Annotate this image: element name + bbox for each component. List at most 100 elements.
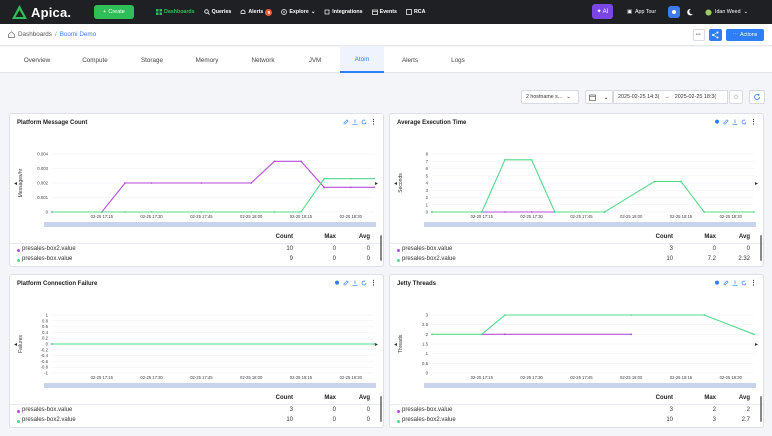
x-tick-label: 02-25 17:30 [520,375,543,380]
kebab-menu-icon[interactable]: ⋮ [750,280,757,287]
tab-storage[interactable]: Storage [125,47,179,73]
panel-toolbar: ⋮ [343,118,377,126]
legend-row[interactable]: presales-box2.value 10 3 2.7 [390,417,763,427]
stats-column-header[interactable]: Max [704,395,716,401]
legend-row[interactable]: presales-box.value 9 0 0 [10,256,383,266]
edit-icon[interactable] [723,119,729,125]
refresh-icon[interactable] [741,119,747,125]
tab-alerts[interactable]: Alerts [383,47,437,73]
breadcrumb-dashboards[interactable]: Dashboards [18,31,52,38]
refresh-icon[interactable] [361,280,367,286]
legend-row[interactable]: presales-box2.value 10 0 0 [10,417,383,427]
legend-row[interactable]: presales-box.value 3 0 0 [390,246,763,256]
pan-right-icon[interactable]: ▸ [375,181,378,187]
pan-right-icon[interactable]: ▸ [755,342,758,348]
tab-network[interactable]: Network [236,47,290,73]
ai-label: AI [602,8,609,15]
tab-atom[interactable]: Atom [340,47,384,73]
stats-column-header[interactable]: Avg [358,234,370,240]
pan-left-icon[interactable]: ◂ [14,181,17,187]
apica-logo[interactable]: Apica. [11,4,71,21]
edit-icon[interactable] [343,119,349,125]
create-button[interactable]: + Create [94,5,134,19]
ai-assistant-button[interactable]: ✦ AI [592,4,613,19]
download-icon[interactable] [732,280,738,286]
bulb-icon[interactable] [334,280,340,286]
stats-header: Count Max Avg [10,234,383,244]
legend-row[interactable]: presales-box2.value 10 7.2 2.32 [390,256,763,266]
tab-memory[interactable]: Memory [180,47,234,73]
pan-right-icon[interactable]: ▸ [375,342,378,348]
kebab-menu-icon[interactable]: ⋮ [370,119,377,126]
tab-jvm[interactable]: JVM [288,47,342,73]
date-picker-toggle[interactable]: ⌄ [585,90,613,104]
light-theme-toggle[interactable] [668,6,680,18]
bulb-icon[interactable] [714,280,720,286]
data-point [680,180,682,183]
user-menu[interactable]: Idan Weed ⌄ [705,0,748,24]
refresh-button[interactable] [749,90,765,104]
stats-column-header[interactable]: Count [275,234,293,240]
edit-icon[interactable] [723,280,729,286]
stats-scrollbar[interactable] [380,235,382,261]
logo-text: Apica. [31,4,72,20]
favorite-range-button[interactable]: ☆ [729,90,743,104]
legend-row[interactable]: presales-box.value 3 0 0 [10,407,383,417]
kebab-menu-icon[interactable]: ⋮ [370,280,377,287]
stats-column-header[interactable]: Avg [358,395,370,401]
stats-scrollbar[interactable] [760,235,762,261]
series-line [52,160,374,213]
app-tour-button[interactable]: ▣ App Tour [627,0,656,24]
share-button[interactable] [709,29,722,41]
more-button[interactable] [693,29,705,41]
pan-right-icon[interactable]: ▸ [755,181,758,187]
y-tick-label: 1 [426,202,429,207]
stats-column-header[interactable]: Avg [738,234,750,240]
x-tick-label: 02-25 17:30 [140,214,163,219]
download-icon[interactable] [352,280,358,286]
tab-compute[interactable]: Compute [68,47,122,73]
date-from[interactable]: 2025-02-25 14:3( [618,94,660,100]
refresh-icon[interactable] [741,280,747,286]
stats-column-header[interactable]: Max [324,234,336,240]
kebab-menu-icon[interactable]: ⋮ [750,119,757,126]
stats-column-header[interactable]: Count [655,234,673,240]
nav-queries[interactable]: Queries [203,9,231,15]
date-range-field[interactable]: 2025-02-25 14:3( → 2025-02-25 18:3( [613,90,728,104]
nav-explore[interactable]: Explore ⌄ [281,9,315,15]
pan-left-icon[interactable]: ◂ [394,181,397,187]
actions-button[interactable]: ⋯ Actions [726,29,764,41]
pan-left-icon[interactable]: ◂ [14,342,17,348]
time-range-brush[interactable] [424,222,756,227]
time-range-brush[interactable] [44,222,376,227]
tab-overview[interactable]: Overview [10,47,64,73]
pan-left-icon[interactable]: ◂ [394,342,397,348]
stats-column-header[interactable]: Max [324,395,336,401]
nav-rca[interactable]: RCA [406,9,425,15]
edit-icon[interactable] [343,280,349,286]
nav-integrations[interactable]: Integrations [324,9,363,15]
tab-logs[interactable]: Logs [431,47,485,73]
bulb-icon[interactable] [714,119,720,125]
date-to[interactable]: 2025-02-25 18:3( [674,94,717,100]
stats-column-header[interactable]: Count [275,395,293,401]
refresh-icon[interactable] [361,119,367,125]
dark-theme-toggle[interactable] [684,6,696,18]
line-chart: Seconds 8 7 6 5 4 3 2 1 0 02-25 17:15 02-25 17:30 02… [394,152,758,227]
nav-dashboards[interactable]: Dashboards [156,9,195,15]
legend-row[interactable]: presales-box.value 3 2 2 [390,407,763,417]
stats-column-header[interactable]: Max [704,234,716,240]
stats-scrollbar[interactable] [760,396,762,422]
time-range-brush[interactable] [424,383,756,388]
legend-row[interactable]: presales-box2.value 10 0 0 [10,246,383,256]
nav-events[interactable]: Events [371,9,397,15]
time-range-brush[interactable] [44,383,376,388]
stats-column-header[interactable]: Avg [738,395,750,401]
download-icon[interactable] [352,119,358,125]
stats-scrollbar[interactable] [380,396,382,422]
nav-alerts[interactable]: Alerts 9 [240,8,273,16]
hostname-filter-select[interactable]: 2 hostname s... ⌄ [521,90,579,104]
stats-column-header[interactable]: Count [655,395,673,401]
data-point [124,182,126,184]
download-icon[interactable] [732,119,738,125]
